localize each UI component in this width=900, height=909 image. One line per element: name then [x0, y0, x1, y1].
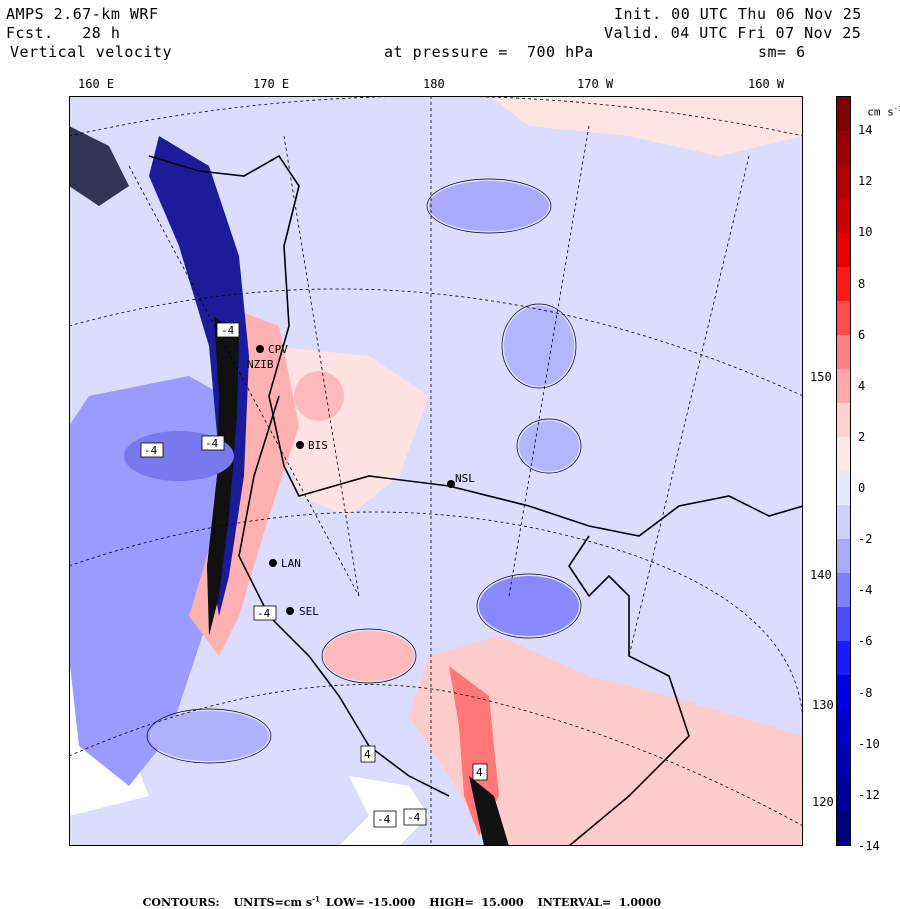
positive-blob-ross [294, 371, 344, 421]
colorbar-swatch [837, 777, 850, 811]
negative-blob-3 [519, 421, 579, 471]
box-label-8: 4 [472, 763, 488, 781]
colorbar-tick-label: 10 [858, 225, 873, 240]
colorbar-swatch [837, 471, 850, 505]
colorbar-swatch [837, 403, 850, 437]
colorbar-tick-label: 8 [858, 276, 866, 291]
nw-strong-band [69, 126, 129, 206]
colorbar-tick-label: -6 [858, 634, 873, 649]
svg-text:-4: -4 [257, 607, 271, 620]
smoothing-label: sm= 6 [758, 43, 806, 61]
map-border [69, 96, 803, 846]
svg-text:NZIB: NZIB [247, 358, 274, 371]
lon-label-170e: 170 E [253, 77, 290, 91]
colorbar-swatch [837, 437, 850, 471]
svg-text:BIS: BIS [308, 439, 328, 452]
lon-label-160e: 160 E [78, 77, 115, 91]
station-sel: SEL [286, 605, 319, 618]
negative-blob-2 [504, 306, 574, 386]
colorbar-tick-label: 2 [858, 429, 866, 444]
colorbar-unit: cm s-1 [867, 105, 900, 119]
svg-text:4: 4 [364, 748, 371, 761]
negative-blob-6 [149, 711, 269, 761]
colorbar-swatch [837, 573, 850, 607]
colorbar-swatch [837, 335, 850, 369]
mountain-negative-band [69, 376, 259, 786]
box-label-2: -4 [140, 442, 164, 458]
colorbar-swatch [837, 301, 850, 335]
colorbar-swatch [837, 675, 850, 709]
colorbar-swatch [837, 641, 850, 675]
negative-blob-4 [479, 576, 579, 636]
colorbar-swatch [837, 199, 850, 233]
box-label-3: -4 [201, 435, 225, 451]
colorbar-tick-label: -12 [858, 787, 880, 802]
graticule [69, 96, 803, 846]
colorbar-swatch [837, 267, 850, 301]
dark-streak-south [469, 776, 509, 846]
station-nzib: NZIB [247, 358, 274, 371]
coastline [148, 154, 803, 846]
colorbar-swatch [837, 165, 850, 199]
positive-region-southeast [409, 636, 803, 846]
colorbar-swatch [837, 233, 850, 267]
positive-blob-south [324, 631, 414, 681]
colorbar-swatch [837, 539, 850, 573]
mountain-black-band [207, 316, 239, 636]
colorbar-tick-label: 6 [858, 327, 866, 342]
colorbar-tick-label: 14 [858, 123, 873, 138]
svg-text:-4: -4 [407, 811, 421, 824]
svg-text:-4: -4 [144, 444, 158, 457]
negative-blob-1 [429, 181, 549, 231]
init-time: Init. 00 UTC Thu 06 Nov 25 [614, 5, 862, 23]
forecast-hour: Fcst. 28 h [6, 24, 121, 42]
svg-text:4: 4 [476, 766, 483, 779]
svg-text:-4: -4 [221, 324, 235, 337]
station-cpv: CPV [256, 343, 288, 356]
colorbar-swatch [837, 743, 850, 777]
svg-text:-4: -4 [377, 813, 391, 826]
colorbar-swatch [837, 369, 850, 403]
positive-region-north [489, 96, 803, 156]
lon-label-170w: 170 W [577, 77, 614, 91]
model-title: AMPS 2.67-km WRF [6, 5, 159, 23]
lon-label-160w: 160 W [748, 77, 785, 91]
field-name: Vertical velocity [10, 43, 173, 61]
station-lan: LAN [269, 557, 301, 570]
colorbar-tick-label: -2 [858, 532, 873, 547]
pressure-level: at pressure = 700 hPa [384, 43, 594, 61]
box-label-4: -4 [253, 605, 277, 621]
colorbar-tick-label: 12 [858, 174, 873, 189]
colorbar-swatch [837, 97, 850, 131]
contour-lines [146, 178, 582, 764]
footer-contours: CONTOURS: UNITS=cm s-1 LOW= -15.000 HIGH= 1… [142, 894, 662, 909]
svg-text:LAN: LAN [281, 557, 301, 570]
vertical-velocity-map: CPV NZIB BIS NSL LAN SEL -4 -4 [69, 96, 803, 846]
colorbar-tick-label: 0 [858, 481, 866, 496]
colorbar-tick-label: 4 [858, 378, 866, 393]
colorbar-tick-label: -10 [858, 736, 880, 751]
box-label-5: 4 [360, 745, 376, 763]
svg-text:NSL: NSL [455, 472, 475, 485]
colorbar-swatch [837, 811, 850, 845]
colorbar-tick-label: -14 [858, 839, 880, 853]
station-nsl: NSL [447, 472, 475, 488]
box-label-6: -4 [373, 810, 397, 828]
valid-time: Valid. 04 UTC Fri 07 Nov 25 [604, 24, 862, 42]
svg-text:CPV: CPV [268, 343, 288, 356]
lon-label-180: 180 [423, 77, 445, 91]
colorbar-swatch [837, 505, 850, 539]
colorbar [836, 96, 851, 846]
colorbar-swatch [837, 709, 850, 743]
colorbar-swatch [837, 607, 850, 641]
box-label-1: -4 [216, 322, 240, 338]
box-label-7: -4 [403, 808, 427, 826]
svg-text:-4: -4 [205, 437, 219, 450]
colorbar-swatch [837, 131, 850, 165]
colorbar-tick-label: -8 [858, 685, 873, 700]
colorbar-tick-label: -4 [858, 583, 873, 598]
svg-text:SEL: SEL [299, 605, 319, 618]
station-bis: BIS [296, 439, 328, 452]
